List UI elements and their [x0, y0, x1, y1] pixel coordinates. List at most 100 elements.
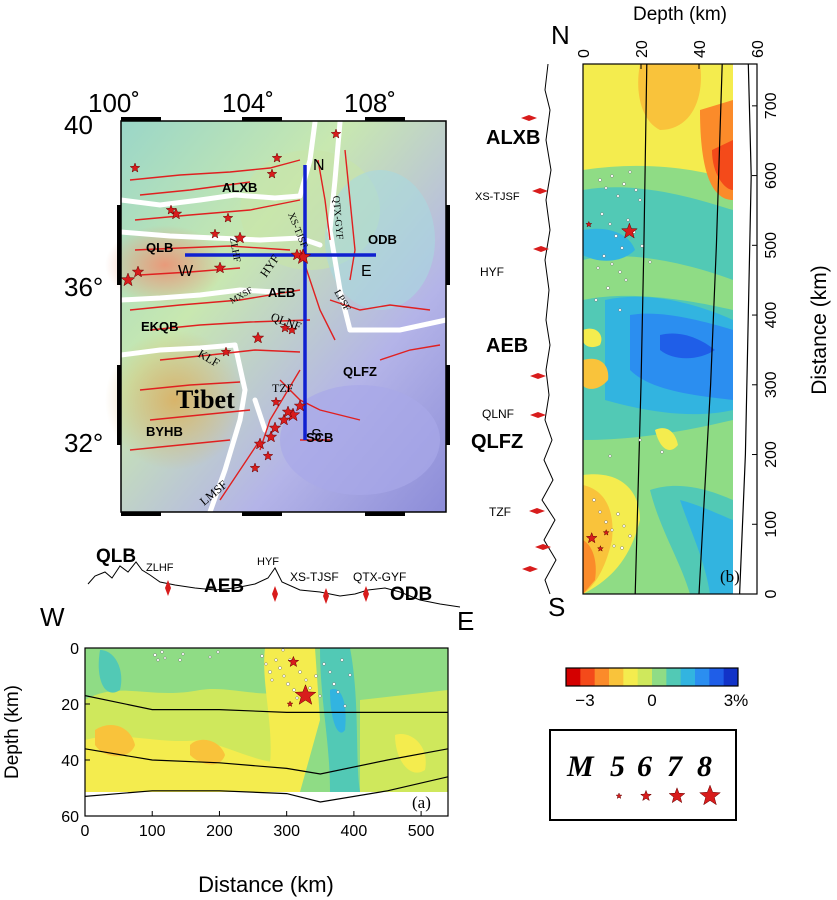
x-tick-label-a: 500: [408, 823, 435, 840]
map-earthquake-star: [330, 128, 342, 139]
interface-line-b: [634, 64, 648, 594]
earthquake-star-b: [602, 528, 610, 536]
map-earthquake-star: [120, 272, 136, 287]
earthquake-star-a: [294, 684, 317, 705]
map-earthquake-star: [277, 413, 291, 426]
colorbar-swatch: [566, 668, 581, 686]
y-tick-label-a: 40: [61, 753, 79, 770]
basin-scb: SCB: [306, 430, 333, 445]
map-earthquake-star: [268, 421, 282, 434]
map-earthquake-star: [131, 265, 145, 278]
label-e: E: [457, 606, 474, 636]
y-tick-label-b: 700: [763, 92, 780, 119]
topography-profile-a: [87, 561, 461, 608]
map-earthquake-star: [290, 248, 304, 261]
map-earthquake-star: [293, 399, 307, 412]
relief-scb: [280, 385, 440, 495]
y-tick-label-b: 200: [763, 441, 780, 468]
x-tick-label-b: 0: [576, 49, 593, 58]
label-aeb-b: AEB: [486, 335, 528, 357]
basin-qlfz: QLFZ: [343, 364, 377, 379]
map-earthquake-star: [270, 396, 282, 407]
label-hyf-a: HYF: [257, 556, 279, 568]
profile-lines: [185, 165, 376, 440]
label-aeb-a: AEB: [204, 576, 244, 597]
map-earthquake-star: [286, 324, 298, 335]
velocity-model-b: [583, 64, 757, 594]
earthquake-star-b: [585, 531, 598, 544]
relief-odb: [325, 170, 435, 310]
interface-line-b: [739, 64, 752, 594]
legend-box: [549, 729, 737, 821]
earthquake-star-b: [596, 544, 604, 552]
x-tick-label-b: 60: [750, 40, 767, 58]
label-odb-a: ODB: [390, 584, 432, 605]
earthquake-star-b: [585, 220, 593, 228]
map-earthquake-star: [209, 228, 221, 239]
colorbar-swatch: [623, 668, 639, 686]
map-earthquake-star: [213, 261, 227, 274]
label-tzf-b: TZF: [489, 505, 511, 519]
lon-tick-108: 108˚: [344, 88, 396, 118]
basin-byhb: BYHB: [146, 424, 183, 439]
basin-odb: ODB: [368, 232, 397, 247]
legend-5: 5: [610, 750, 625, 783]
colorbar-swatch: [580, 668, 596, 686]
earthquake-star-b: [620, 222, 638, 239]
label-qlfz-b: QLFZ: [471, 431, 523, 453]
colorbar-swatch: [695, 668, 710, 686]
colorbar-swatch: [709, 668, 725, 686]
legend-star: [640, 789, 652, 802]
legend-m: M: [566, 750, 595, 783]
legend-8: 8: [697, 750, 712, 783]
map-earthquake-star: [220, 346, 232, 357]
y-tick-label-b: 0: [763, 589, 780, 598]
relief-tibet: [105, 330, 245, 470]
topography-profile-b: [541, 63, 557, 595]
interface-line-a: [85, 748, 448, 775]
basin-qlb: QLB: [146, 240, 173, 255]
plot-frame-a: [84, 647, 449, 817]
lat-tick-36: 36°: [64, 272, 103, 302]
legend-6: 6: [637, 750, 652, 783]
colorbar-swatch: [652, 668, 667, 686]
map-earthquake-star: [281, 405, 295, 418]
fault-label-tzf: TZF: [272, 381, 294, 395]
y-tick-label-a: 0: [70, 641, 79, 658]
colorbar-mid-label: 0: [647, 691, 656, 710]
x-tick-label-a: 300: [273, 823, 300, 840]
legend-star: [668, 787, 686, 804]
tibet-label: Tibet: [176, 385, 235, 414]
earthquake-star-a: [286, 700, 294, 707]
label-xs-tjsf-a: XS-TJSF: [290, 570, 339, 584]
map-earthquake-star: [251, 331, 265, 344]
x-axis-title-b: Depth (km): [633, 4, 727, 25]
map-earthquake-star: [253, 437, 267, 450]
y-tick-label-b: 100: [763, 511, 780, 538]
profile-label-s: S: [311, 427, 322, 444]
y-axis-title-b: Distance (km): [808, 265, 831, 395]
basin-aeb: AEB: [268, 285, 295, 300]
label-w: W: [40, 602, 65, 632]
colorbar-swatch: [637, 668, 653, 686]
x-axis-title-a: Distance (km): [198, 872, 334, 897]
legend-stars: [615, 784, 721, 806]
legend-star: [699, 784, 721, 806]
map-frame-ticks: [117, 117, 450, 516]
x-tick-label-a: 0: [81, 823, 90, 840]
label-qtx-gyf-a: QTX-GYF: [353, 570, 406, 584]
fault-markers-b: [521, 115, 551, 572]
lon-tick-100: 100˚: [88, 88, 140, 118]
legend-7: 7: [667, 750, 683, 783]
map-earthquake-star: [264, 430, 278, 443]
interface-line-a: [85, 695, 448, 713]
relief-qlb: [105, 225, 225, 305]
colorbar-swatches: [566, 668, 739, 686]
label-alxb-b: ALXB: [486, 127, 540, 149]
colorbar-min-label: −3: [575, 691, 594, 710]
map-earthquake-star: [279, 322, 291, 333]
lat-tick-40: 40: [64, 110, 93, 140]
label-xs-tjsf-b: XS-TJSF: [475, 191, 520, 203]
